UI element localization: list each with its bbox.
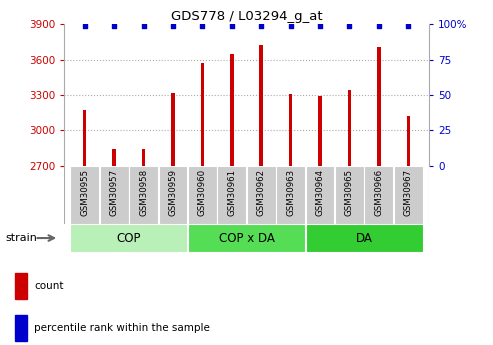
Title: GDS778 / L03294_g_at: GDS778 / L03294_g_at — [171, 10, 322, 23]
Text: GSM30962: GSM30962 — [257, 169, 266, 216]
Point — [404, 23, 412, 28]
Point — [257, 23, 265, 28]
Bar — [70, 224, 187, 252]
Text: COP x DA: COP x DA — [218, 231, 275, 245]
Point — [81, 23, 89, 28]
Bar — [306, 166, 334, 224]
Point — [228, 23, 236, 28]
Point — [375, 23, 383, 28]
Bar — [259, 45, 263, 166]
Bar — [188, 224, 305, 252]
Point — [316, 23, 324, 28]
Text: GSM30957: GSM30957 — [109, 169, 119, 216]
Bar — [188, 166, 217, 224]
Bar — [318, 96, 322, 166]
Bar — [394, 166, 423, 224]
Bar — [230, 53, 234, 166]
Point — [287, 23, 295, 28]
Bar — [407, 116, 410, 166]
Text: strain: strain — [5, 233, 37, 243]
Bar — [276, 166, 305, 224]
Text: GSM30966: GSM30966 — [374, 169, 384, 216]
Bar — [171, 92, 175, 166]
Bar — [112, 149, 116, 166]
Bar — [364, 166, 393, 224]
Bar — [70, 166, 99, 224]
Bar — [142, 148, 145, 166]
Text: GSM30961: GSM30961 — [227, 169, 236, 216]
Text: count: count — [34, 281, 64, 291]
Point — [110, 23, 118, 28]
Point — [140, 23, 147, 28]
Text: GSM30959: GSM30959 — [169, 169, 177, 216]
Bar — [335, 166, 364, 224]
Point — [198, 23, 206, 28]
Bar — [247, 166, 276, 224]
Text: GSM30960: GSM30960 — [198, 169, 207, 216]
Bar — [348, 90, 351, 166]
Text: GSM30958: GSM30958 — [139, 169, 148, 216]
Bar — [100, 166, 129, 224]
Bar — [83, 110, 86, 166]
Bar — [306, 224, 423, 252]
Text: GSM30965: GSM30965 — [345, 169, 354, 216]
Bar — [217, 166, 246, 224]
Bar — [377, 47, 381, 166]
Bar — [15, 315, 27, 341]
Text: GSM30964: GSM30964 — [316, 169, 324, 216]
Text: GSM30967: GSM30967 — [404, 169, 413, 216]
Bar — [15, 273, 27, 299]
Text: COP: COP — [116, 231, 141, 245]
Text: DA: DA — [356, 231, 373, 245]
Bar — [129, 166, 158, 224]
Text: percentile rank within the sample: percentile rank within the sample — [34, 323, 210, 333]
Bar — [289, 94, 292, 166]
Bar — [159, 166, 187, 224]
Point — [169, 23, 177, 28]
Text: GSM30963: GSM30963 — [286, 169, 295, 216]
Point — [346, 23, 353, 28]
Text: GSM30955: GSM30955 — [80, 169, 89, 216]
Bar — [201, 63, 204, 166]
